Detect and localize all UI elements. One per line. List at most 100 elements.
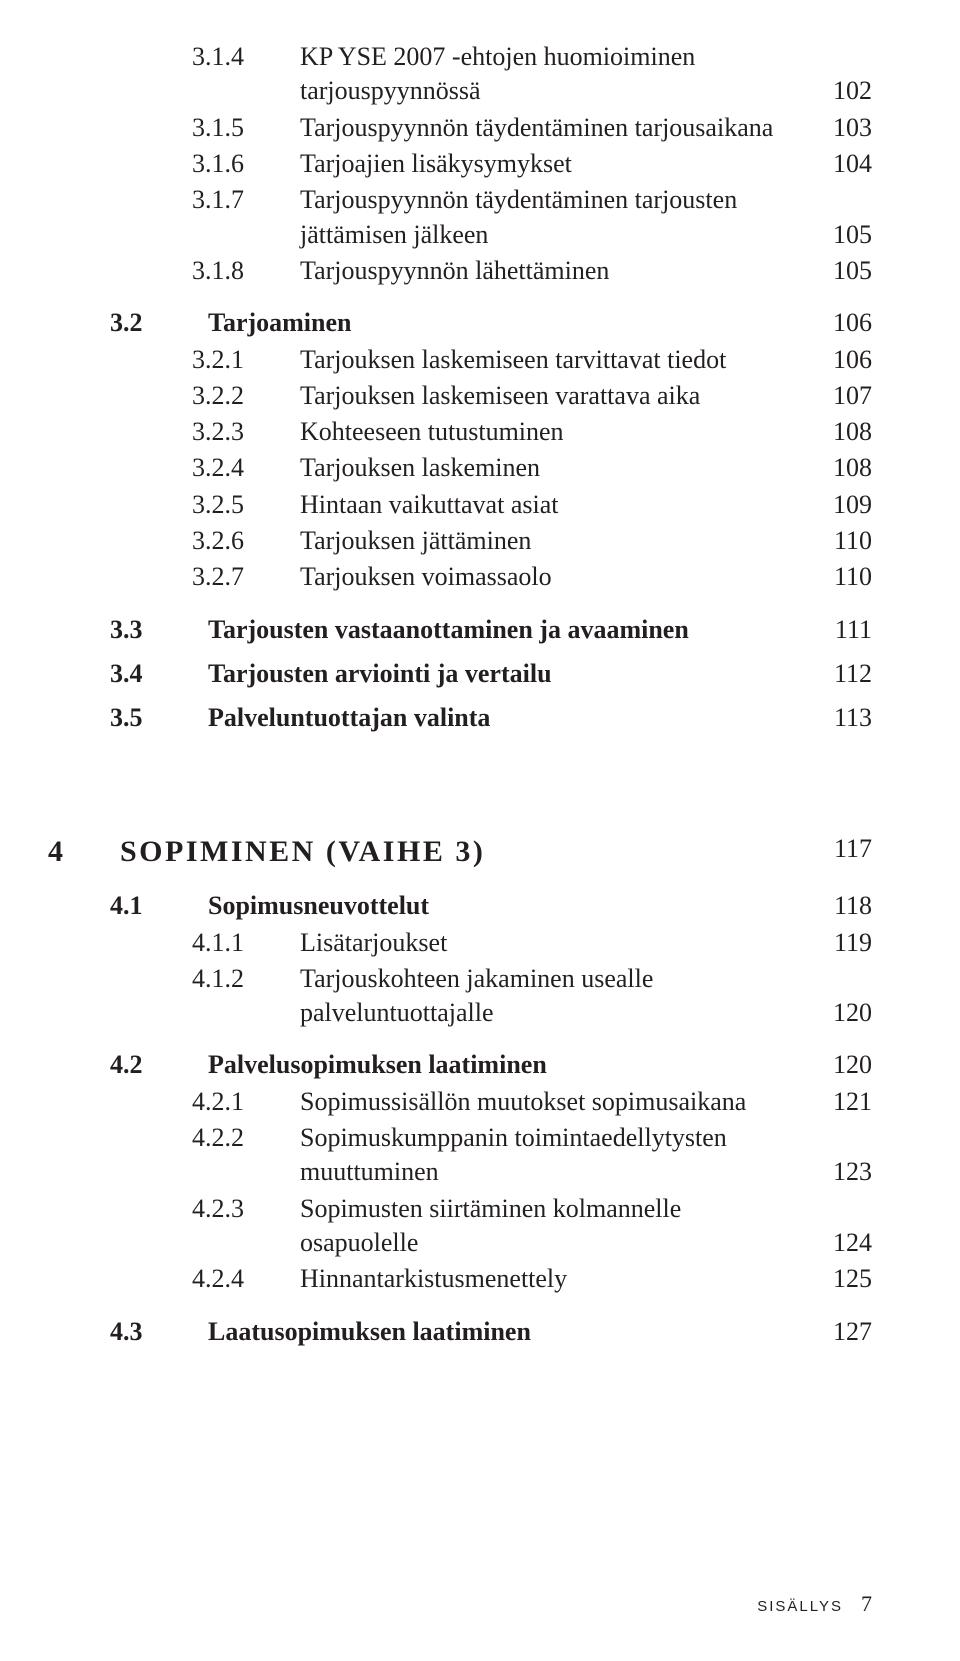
toc-title: Palveluntuottajan valinta	[208, 701, 816, 735]
toc-page-number: 103	[816, 111, 872, 145]
toc-entry: 4 SOPIMINEN (VAIHE 3) 117	[48, 832, 872, 872]
toc-number: 3.3	[48, 613, 208, 647]
toc-title: Tarjouksen laskemiseen varattava aika	[300, 379, 816, 413]
toc-number: 3.1.7	[48, 183, 300, 217]
toc-entry: 3.5 Palveluntuottajan valinta 113	[48, 701, 872, 735]
toc-page-number: 118	[816, 889, 872, 923]
toc-number: 3.2.3	[48, 415, 300, 449]
toc-entry-continuation: . muuttuminen 123	[48, 1155, 872, 1189]
toc-entry: 3.2.4 Tarjouksen laskeminen 108	[48, 451, 872, 485]
toc-title: osapuolelle	[300, 1226, 816, 1260]
toc-entry: 3.3 Tarjousten vastaanottaminen ja avaam…	[48, 613, 872, 647]
toc-entry: 3.2.7 Tarjouksen voimassaolo 110	[48, 560, 872, 594]
toc-title: Kohteeseen tutustuminen	[300, 415, 816, 449]
toc-number: 4.3	[48, 1315, 208, 1349]
toc-title: Tarjoaminen	[208, 306, 816, 340]
toc-page-number: 113	[816, 701, 872, 735]
footer-page-number: 7	[861, 1591, 872, 1617]
toc-page-number: 117	[816, 832, 872, 866]
toc-number: 3.4	[48, 657, 208, 691]
toc-number: 4.2.3	[48, 1192, 300, 1226]
toc-entry: 3.1.6 Tarjoajien lisäkysymykset 104	[48, 147, 872, 181]
toc-number: 4.1	[48, 889, 208, 923]
toc-entry: 4.2.4 Hinnantarkistusmenettely 125	[48, 1262, 872, 1296]
toc-page-number: 125	[816, 1262, 872, 1296]
toc-page-number: 120	[816, 1048, 872, 1082]
toc-entry: 3.2.2 Tarjouksen laskemiseen varattava a…	[48, 379, 872, 413]
toc-title: Sopimuskumppanin toimintaedellytysten	[300, 1121, 816, 1155]
toc-title: Tarjoajien lisäkysymykset	[300, 147, 816, 181]
toc-entry: 4.2.2 Sopimuskumppanin toimintaedellytys…	[48, 1121, 872, 1155]
toc-title: Tarjouksen jättäminen	[300, 524, 816, 558]
toc-page-number: 124	[816, 1226, 872, 1260]
toc-title: jättämisen jälkeen	[300, 218, 816, 252]
toc-title: Tarjousten vastaanottaminen ja avaaminen	[208, 613, 816, 647]
toc-page-number: 111	[816, 613, 872, 647]
toc-number: 4.2.4	[48, 1262, 300, 1296]
toc-page-number: 109	[816, 488, 872, 522]
toc-entry-continuation: . tarjouspyynnössä 102	[48, 74, 872, 108]
toc-title: muuttuminen	[300, 1155, 816, 1189]
toc-title: Hinnantarkistusmenettely	[300, 1262, 816, 1296]
toc-number: 4.2	[48, 1048, 208, 1082]
toc-entry: 3.4 Tarjousten arviointi ja vertailu 112	[48, 657, 872, 691]
toc-page-number: 127	[816, 1315, 872, 1349]
toc-entry: 4.1.1 Lisätarjoukset 119	[48, 926, 872, 960]
toc-number: 3.1.5	[48, 111, 300, 145]
toc-entry: 4.1 Sopimusneuvottelut 118	[48, 889, 872, 923]
toc-title: Lisätarjoukset	[300, 926, 816, 960]
toc-number: 3.2.6	[48, 524, 300, 558]
toc-page-number: 123	[816, 1155, 872, 1189]
toc-number: 3.2.7	[48, 560, 300, 594]
toc-page-number: 106	[816, 343, 872, 377]
toc-title: Tarjouksen laskemiseen tarvittavat tiedo…	[300, 343, 816, 377]
toc-entry-continuation: . palveluntuottajalle 120	[48, 996, 872, 1030]
toc-title: Palvelusopimuksen laatiminen	[208, 1048, 816, 1082]
toc-title: Tarjouspyynnön täydentäminen tarjousten	[300, 183, 816, 217]
toc-title: Sopimussisällön muutokset sopimusaikana	[300, 1085, 816, 1119]
toc-title: Tarjouspyynnön lähettäminen	[300, 254, 816, 288]
toc-title: Sopimusten siirtäminen kolmannelle	[300, 1192, 816, 1226]
toc-page-number: 110	[816, 524, 872, 558]
toc-page-number: 104	[816, 147, 872, 181]
toc-number: 4.1.2	[48, 962, 300, 996]
toc-entry: 4.1.2 Tarjouskohteen jakaminen usealle	[48, 962, 872, 996]
toc-page-number: 105	[816, 218, 872, 252]
toc-page-number: 107	[816, 379, 872, 413]
toc-title: Tarjouspyynnön täydentäminen tarjousaika…	[300, 111, 816, 145]
page-footer: SISÄLLYS 7	[48, 1591, 872, 1621]
toc-entry: 4.3 Laatusopimuksen laatiminen 127	[48, 1315, 872, 1349]
toc-entry: 3.2.6 Tarjouksen jättäminen 110	[48, 524, 872, 558]
toc-page-number: 112	[816, 657, 872, 691]
toc-entry: 3.1.5 Tarjouspyynnön täydentäminen tarjo…	[48, 111, 872, 145]
toc-body: 3.1.4 KP YSE 2007 -ehtojen huomioiminen …	[48, 38, 872, 1591]
toc-page-number: 106	[816, 306, 872, 340]
toc-title: tarjouspyynnössä	[300, 74, 816, 108]
toc-entry: 3.2.5 Hintaan vaikuttavat asiat 109	[48, 488, 872, 522]
toc-number: 3.1.8	[48, 254, 300, 288]
toc-entry: 4.2.1 Sopimussisällön muutokset sopimusa…	[48, 1085, 872, 1119]
toc-title: Tarjousten arviointi ja vertailu	[208, 657, 816, 691]
toc-page-number: 108	[816, 451, 872, 485]
toc-title: SOPIMINEN (VAIHE 3)	[120, 832, 816, 872]
toc-entry: 3.2.3 Kohteeseen tutustuminen 108	[48, 415, 872, 449]
toc-page-number: 119	[816, 926, 872, 960]
toc-number: 4	[48, 832, 120, 872]
toc-title: Sopimusneuvottelut	[208, 889, 816, 923]
toc-title: Laatusopimuksen laatiminen	[208, 1315, 816, 1349]
toc-title: Hintaan vaikuttavat asiat	[300, 488, 816, 522]
toc-title: Tarjouskohteen jakaminen usealle	[300, 962, 816, 996]
toc-title: palveluntuottajalle	[300, 996, 816, 1030]
toc-number: 3.2.5	[48, 488, 300, 522]
toc-number: 3.1.6	[48, 147, 300, 181]
toc-number: 3.2.2	[48, 379, 300, 413]
toc-number: 4.2.1	[48, 1085, 300, 1119]
toc-title: Tarjouksen laskeminen	[300, 451, 816, 485]
toc-number: 3.1.4	[48, 40, 300, 74]
toc-entry: 3.2 Tarjoaminen 106	[48, 306, 872, 340]
toc-page-number: 120	[816, 996, 872, 1030]
toc-entry-continuation: . jättämisen jälkeen 105	[48, 218, 872, 252]
toc-number: 3.2.1	[48, 343, 300, 377]
footer-section-label: SISÄLLYS	[757, 1598, 843, 1615]
toc-entry: 4.2 Palvelusopimuksen laatiminen 120	[48, 1048, 872, 1082]
